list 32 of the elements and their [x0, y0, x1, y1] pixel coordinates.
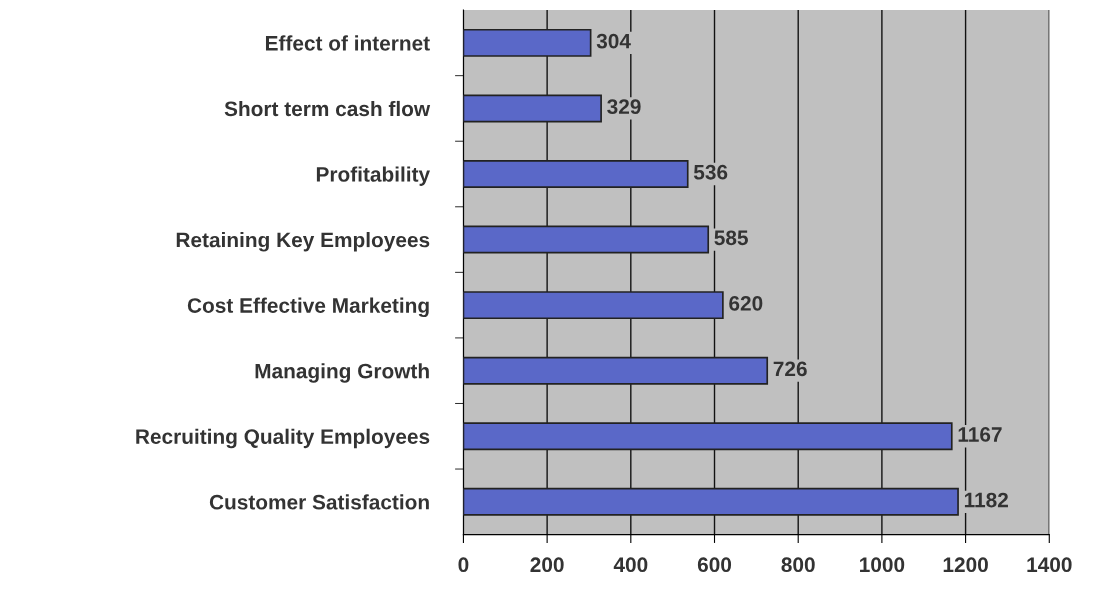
- x-tick-label: 600: [697, 557, 732, 573]
- y-tick-label: Profitability: [316, 166, 430, 186]
- x-tick-label: 400: [613, 557, 648, 573]
- y-tick-label: Managing Growth: [255, 363, 429, 383]
- data-label: 585: [714, 230, 748, 246]
- data-label: 620: [729, 295, 763, 311]
- y-tick-label: Retaining Key Employees: [176, 232, 430, 252]
- x-tick-label: 1400: [1027, 557, 1072, 573]
- bar: [463, 291, 724, 320]
- y-tick-label: Short term cash flow: [224, 100, 431, 117]
- x-tick-label: 200: [530, 557, 564, 573]
- x-tick-label: 1200: [943, 557, 988, 573]
- bar: [463, 225, 710, 254]
- data-label: 1167: [958, 427, 1002, 442]
- bar: [463, 422, 953, 451]
- bar: [463, 160, 689, 188]
- data-label: 1182: [964, 492, 1008, 508]
- data-label: 329: [607, 99, 641, 115]
- y-tick-label: Customer Satisfaction: [209, 494, 429, 510]
- data-label: 304: [596, 33, 631, 49]
- x-tick-label: 0: [458, 557, 469, 573]
- y-tick-label: Effect of internet: [265, 35, 430, 51]
- bar: [463, 487, 959, 516]
- x-tick-label: 1000: [860, 557, 905, 573]
- x-tick-label: 800: [781, 557, 815, 573]
- data-label: 536: [693, 164, 728, 180]
- bar: [463, 28, 592, 57]
- bar: [463, 356, 769, 385]
- y-tick-label: Recruiting Quality Employees: [136, 428, 430, 449]
- data-label: 726: [773, 361, 807, 377]
- bar: [463, 94, 602, 123]
- y-tick-label: Cost Effective Marketing: [187, 297, 429, 318]
